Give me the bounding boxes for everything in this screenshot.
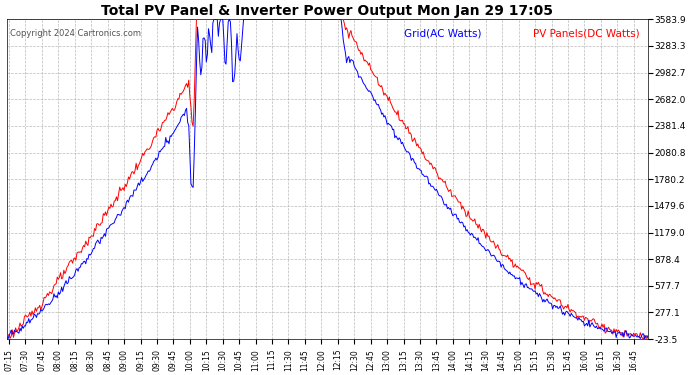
Text: Grid(AC Watts): Grid(AC Watts) bbox=[404, 29, 482, 39]
Text: PV Panels(DC Watts): PV Panels(DC Watts) bbox=[533, 29, 639, 39]
Title: Total PV Panel & Inverter Power Output Mon Jan 29 17:05: Total PV Panel & Inverter Power Output M… bbox=[101, 4, 553, 18]
Text: Copyright 2024 Cartronics.com: Copyright 2024 Cartronics.com bbox=[10, 29, 141, 38]
